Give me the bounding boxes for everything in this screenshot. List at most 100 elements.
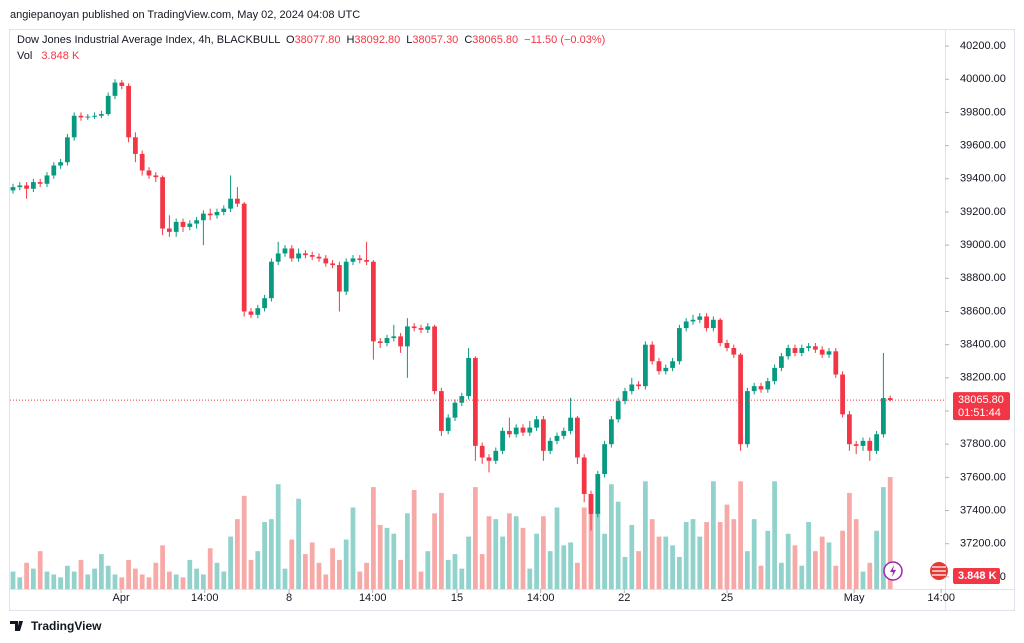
candle-body [214,211,220,216]
volume-bar [758,565,764,589]
x-tick-label: 15 [451,592,463,604]
volume-bar [377,524,383,589]
volume-bar [405,513,410,589]
candle-body [751,386,757,392]
volume-bar [105,565,111,589]
volume-bar [194,568,199,589]
candle-body [826,351,832,355]
candle-body [697,316,703,320]
volume-bar [391,533,397,589]
candle-body [58,162,63,166]
change-value: −11.50 (−0.03%) [524,34,605,46]
candle-body [513,427,519,435]
candle-body [527,427,533,433]
volume-bar [860,571,866,589]
volume-bar [37,551,43,589]
candle-body [819,349,825,355]
volume-bar [581,507,587,589]
candle-body [411,326,417,329]
volume-bar [493,519,499,589]
volume-bar [656,536,662,589]
volume-bar [99,554,104,589]
candle-body [418,328,424,330]
volume-bar [486,516,492,589]
volume-bar [575,562,580,589]
candle-body [486,457,492,461]
candle-body [779,356,784,368]
y-tick-label: 39800.00 [960,106,1006,118]
candle-body [541,419,546,451]
candle-body [459,396,465,403]
volume-bar [275,484,281,589]
footer-brand: TradingView [31,619,102,633]
candle-body [636,384,641,387]
volume-bar [126,559,131,589]
volume-bar [881,487,886,589]
volume-bar [228,536,233,589]
candle-body [595,474,601,514]
volume-bar [887,477,893,589]
volume-bar [78,559,84,589]
volume-bar [269,519,274,589]
volume-bar [677,556,682,589]
volume-bar [262,522,267,589]
candle-body [146,170,152,176]
candle-body [813,346,818,350]
volume-bar [112,574,118,589]
volume-bar [44,571,50,589]
candle-body [643,344,648,387]
y-tick-label: 38600.00 [960,305,1006,317]
volume-bar [541,516,546,589]
x-tick-label: 14:00 [927,592,955,604]
y-tick-label: 38400.00 [960,339,1006,351]
footer: TradingView [10,619,102,633]
x-tick-label: 14:00 [191,592,219,604]
volume-bar [745,551,750,589]
volume-bar [173,574,179,589]
candle-body [303,253,308,256]
volume-bar [24,562,29,589]
candle-body [71,115,77,138]
volume-bar [738,481,743,589]
volume-bar [330,548,335,589]
volume-bar [826,542,832,589]
candle-body [649,344,655,362]
candle-body [473,357,478,446]
volume-bar [609,484,614,589]
candle-body [99,114,104,116]
volume-bar [432,513,437,589]
ohlc-key: O [286,34,295,46]
x-tick-label: Apr [113,592,130,604]
candle-body [65,137,70,163]
volume-bar [255,551,261,589]
candle-body [425,326,431,330]
volume-bar [201,574,206,589]
candle-body [241,203,247,312]
candle-body [296,253,301,259]
candle-body [724,343,730,348]
volume-value: 3.848 K [41,50,80,62]
candle-body [309,255,315,257]
ohlc-key: L [406,34,412,46]
volume-bar [527,568,533,589]
volume-bar [785,533,791,589]
candle-body [772,367,777,382]
volume-bar [65,565,70,589]
candle-body [207,213,213,216]
candle-body [445,417,451,431]
volume-bar [643,481,648,589]
candle-body [466,357,471,397]
y-tick-label: 39200.00 [960,206,1006,218]
volume-bar [85,574,91,589]
volume-bar [10,571,16,589]
volume-bar [411,490,417,589]
volume-bar [207,548,213,589]
volume-bar [139,574,145,589]
volume-bar [357,571,363,589]
candle-body [670,361,675,368]
volume-bar [513,516,519,589]
candle-body [860,440,866,446]
candle-body [568,417,573,431]
candle-body [167,228,172,232]
volume-bar [17,577,23,589]
